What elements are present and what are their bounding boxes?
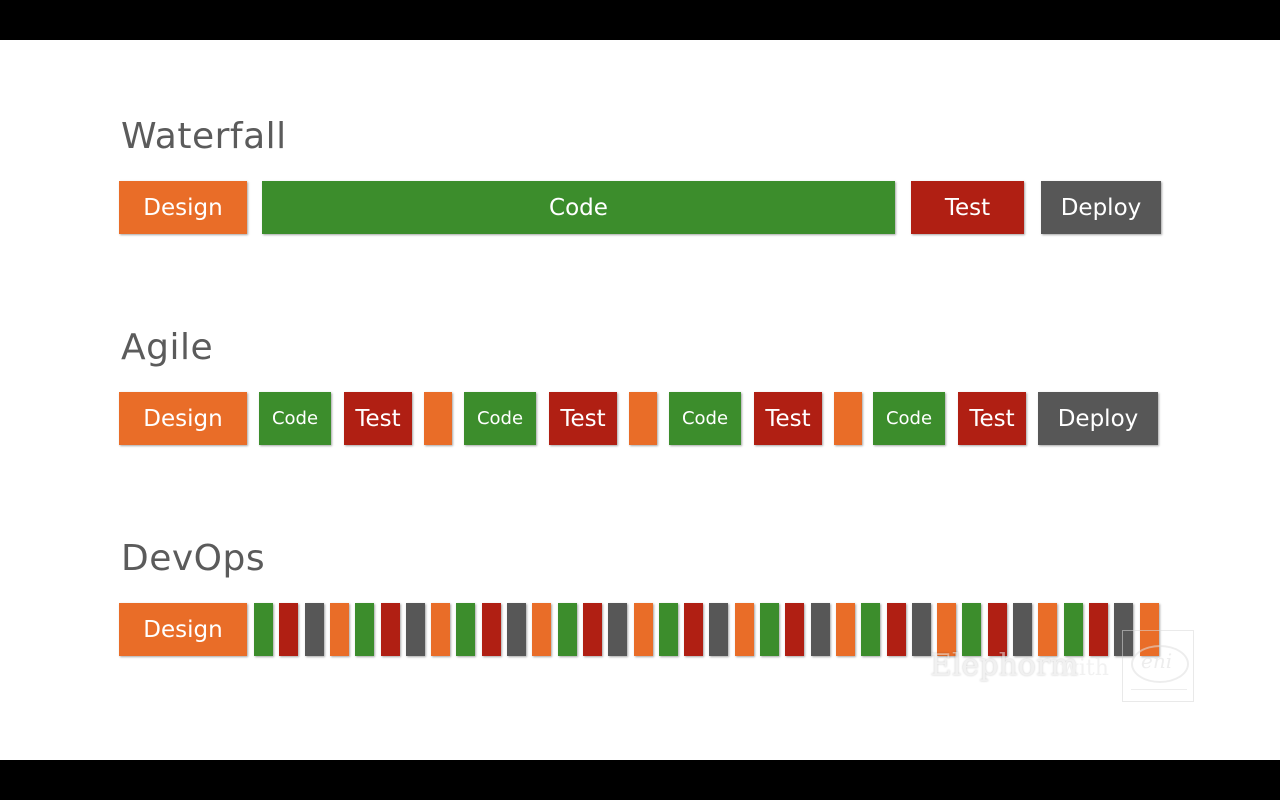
waterfall-title: Waterfall (121, 116, 287, 157)
agile-block-test-2: Test (344, 392, 412, 445)
devops-strip-red-9 (482, 603, 501, 656)
devops-strip-green-12 (558, 603, 577, 656)
devops-strip-orange-31 (1038, 603, 1057, 656)
watermark-with: with (1060, 656, 1109, 681)
agile-block-design-iteration-3 (424, 392, 452, 445)
devops-strip-red-17 (684, 603, 703, 656)
devops-strip-green-4 (355, 603, 374, 656)
devops-strip-gray-6 (406, 603, 425, 656)
agile-block-test-11: Test (958, 392, 1026, 445)
devops-strip-gray-18 (709, 603, 728, 656)
letterbox-bottom (0, 760, 1280, 800)
watermark-partner-line (1131, 689, 1187, 690)
devops-strip-gray-34 (1114, 603, 1133, 656)
devops-strip-orange-3 (330, 603, 349, 656)
devops-strip-orange-7 (431, 603, 450, 656)
waterfall-block-deploy: Deploy (1041, 181, 1161, 234)
waterfall-block-code: Code (262, 181, 895, 234)
devops-strip-red-5 (381, 603, 400, 656)
devops-strip-orange-35 (1140, 603, 1159, 656)
agile-block-test-5: Test (549, 392, 617, 445)
devops-strip-red-33 (1089, 603, 1108, 656)
slide: Waterfall Design Code Test Deploy Agile Des… (0, 40, 1280, 760)
devops-strip-green-8 (456, 603, 475, 656)
agile-block-code-1: Code (259, 392, 331, 445)
devops-strip-gray-30 (1013, 603, 1032, 656)
devops-strip-gray-26 (912, 603, 931, 656)
devops-strip-red-21 (785, 603, 804, 656)
agile-title: Agile (121, 327, 214, 368)
devops-strip-green-16 (659, 603, 678, 656)
devops-strip-gray-10 (507, 603, 526, 656)
agile-block-test-8: Test (754, 392, 822, 445)
waterfall-block-design: Design (119, 181, 247, 234)
devops-strip-gray-22 (811, 603, 830, 656)
devops-strip-gray-2 (305, 603, 324, 656)
devops-strip-red-25 (887, 603, 906, 656)
agile-block-code-7: Code (669, 392, 741, 445)
agile-block-code-4: Code (464, 392, 536, 445)
devops-strip-green-28 (962, 603, 981, 656)
devops-strip-orange-19 (735, 603, 754, 656)
devops-strip-green-20 (760, 603, 779, 656)
devops-strip-orange-27 (937, 603, 956, 656)
agile-block-design-iteration-9 (834, 392, 862, 445)
devops-strip-red-29 (988, 603, 1007, 656)
devops-strip-red-1 (279, 603, 298, 656)
devops-strip-red-13 (583, 603, 602, 656)
devops-strip-gray-14 (608, 603, 627, 656)
agile-block-deploy-12: Deploy (1038, 392, 1158, 445)
agile-block-design-0: Design (119, 392, 247, 445)
devops-strip-orange-23 (836, 603, 855, 656)
devops-strip-green-24 (861, 603, 880, 656)
letterbox-top (0, 0, 1280, 40)
agile-block-design-iteration-6 (629, 392, 657, 445)
devops-strip-orange-11 (532, 603, 551, 656)
devops-title: DevOps (121, 538, 266, 579)
waterfall-block-test: Test (911, 181, 1024, 234)
devops-design-block: Design (119, 603, 247, 656)
agile-block-code-10: Code (873, 392, 945, 445)
devops-strip-orange-15 (634, 603, 653, 656)
devops-strip-green-32 (1064, 603, 1083, 656)
devops-strip-green-0 (254, 603, 273, 656)
